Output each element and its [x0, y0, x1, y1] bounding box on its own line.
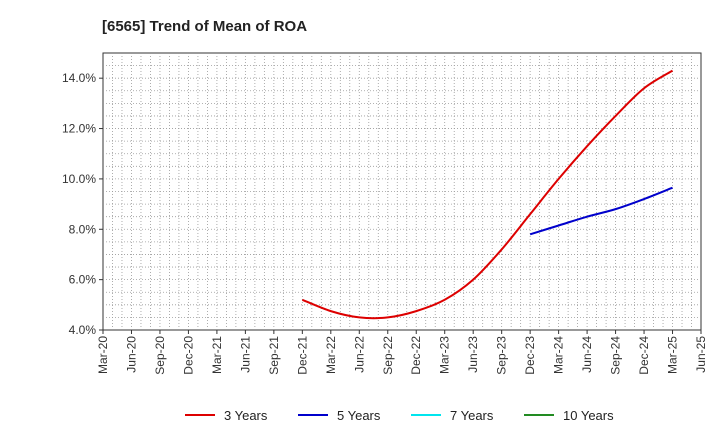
legend: 3 Years 5 Years 7 Years 10 Years [185, 408, 614, 423]
x-tick-label: Sep-23 [495, 336, 509, 375]
y-tick-label: 10.0% [62, 172, 96, 186]
x-tick-label: Dec-22 [409, 336, 423, 375]
y-tick-label: 4.0% [69, 323, 97, 337]
x-tick-label: Mar-20 [96, 336, 110, 374]
x-tick-label: Sep-20 [153, 336, 167, 375]
y-tick-label: 8.0% [69, 222, 97, 236]
x-tick-label: Jun-21 [238, 336, 252, 373]
x-tick-label: Dec-20 [181, 336, 195, 375]
series-line-5-years [529, 186, 673, 236]
legend-label-3-years: 3 Years [224, 408, 268, 423]
x-tick-label: Mar-25 [666, 336, 680, 374]
x-tick-label: Jun-22 [352, 336, 366, 373]
plot-area [102, 52, 702, 331]
legend-label-7-years: 7 Years [450, 408, 494, 423]
x-tick-label: Mar-23 [438, 336, 452, 374]
x-tick-label: Dec-23 [523, 336, 537, 375]
x-tick-label: Jun-24 [580, 336, 594, 373]
y-tick-label: 14.0% [62, 71, 96, 85]
x-tick-label: Sep-21 [267, 336, 281, 375]
x-tick-label: Mar-21 [210, 336, 224, 374]
chart-title: [6565] Trend of Mean of ROA [102, 18, 307, 35]
x-tick-label: Mar-22 [324, 336, 338, 374]
series-layer [301, 69, 674, 320]
x-tick-label: Jun-23 [466, 336, 480, 373]
x-tick-label: Dec-21 [295, 336, 309, 375]
x-tick-label: Sep-24 [609, 336, 623, 375]
y-axis: 4.0% 6.0% 8.0% 10.0% 12.0% 14.0% [62, 71, 103, 337]
x-axis: Mar-20 Jun-20 Sep-20 Dec-20 Mar-21 Jun-21 Sep-… [96, 330, 708, 375]
legend-label-5-years: 5 Years [337, 408, 381, 423]
x-tick-label: Jun-25 [694, 336, 708, 373]
x-tick-label: Sep-22 [381, 336, 395, 375]
plot-frame [102, 52, 702, 331]
x-tick-label: Dec-24 [637, 336, 651, 375]
x-tick-label: Mar-24 [552, 336, 566, 374]
y-tick-label: 6.0% [69, 273, 97, 287]
y-tick-label: 12.0% [62, 122, 96, 136]
series-line-3-years [301, 69, 674, 320]
legend-label-10-years: 10 Years [563, 408, 614, 423]
x-tick-label: Jun-20 [124, 336, 138, 373]
